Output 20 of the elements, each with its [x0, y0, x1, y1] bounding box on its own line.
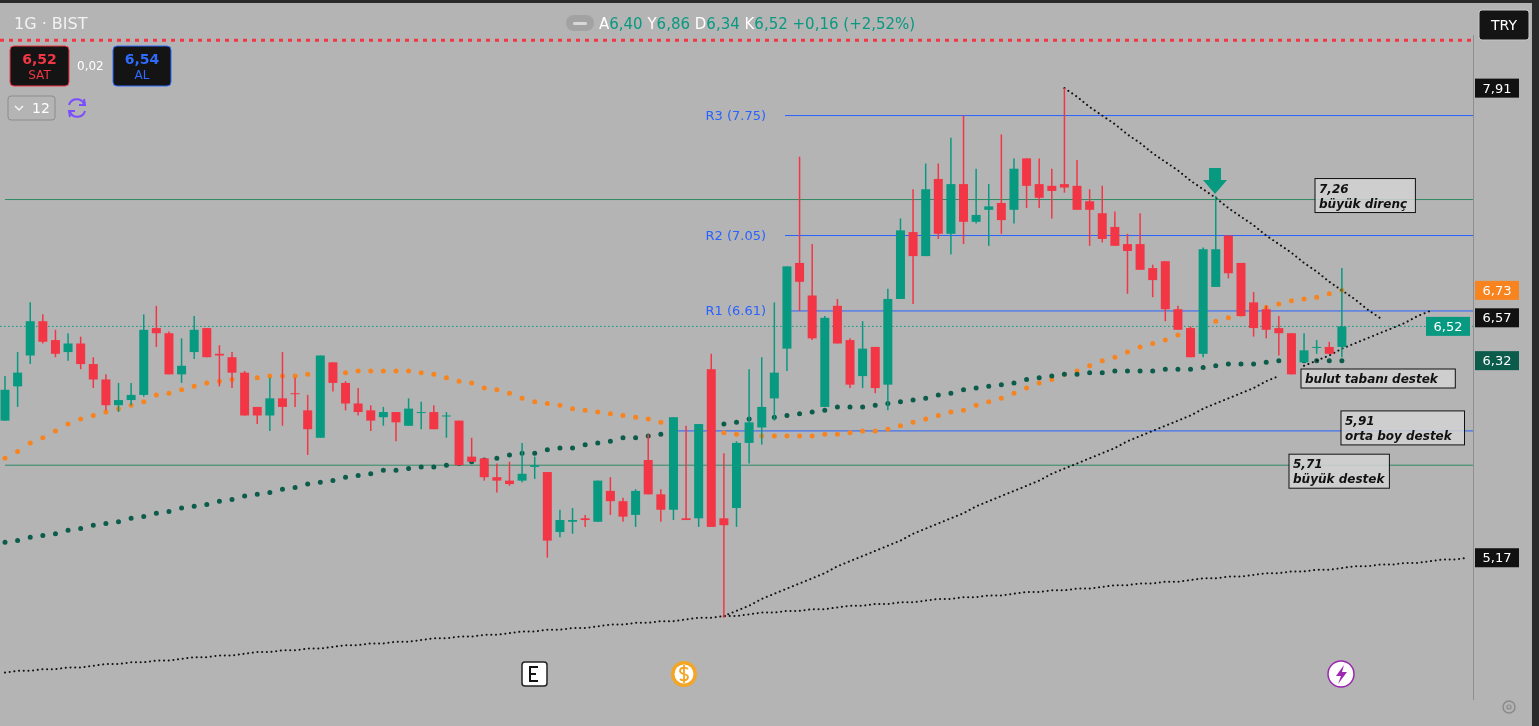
annotation: bulut tabanı destek	[1305, 372, 1439, 386]
y-tick-label: 6,57	[1482, 310, 1512, 326]
chart-title: 1G · BIST	[14, 14, 88, 33]
ref-line-label: 7,26 büyük direnç	[1319, 181, 1408, 211]
ref-line-label: R1 (6.61)	[705, 302, 766, 318]
y-tick-label: 5,17	[1482, 550, 1512, 566]
ref-line-label: 5,71 büyük destek	[1293, 457, 1386, 487]
annotation: 0,02	[77, 59, 104, 73]
ref-line-label: R2 (7.05)	[705, 227, 766, 243]
ref-line-label: R3 (7.75)	[705, 107, 766, 123]
y-tick-label: 6,32	[1482, 353, 1512, 369]
text: A6,40 Y6,86 D6,34 K6,52 +0,16 (+2,52%)	[599, 15, 916, 33]
annotation: 12	[32, 100, 50, 116]
ref-line-label: 5,91 orta boy destek	[1345, 413, 1453, 443]
ref-line-label: 6,52	[1433, 318, 1463, 334]
y-tick-label: 6,73	[1482, 282, 1512, 298]
y-tick-label: 7,91	[1482, 80, 1512, 96]
annotation: 6,54 AL	[124, 51, 160, 82]
annotation: 6,52 SAT	[22, 51, 57, 82]
text: TRY	[1490, 17, 1518, 33]
